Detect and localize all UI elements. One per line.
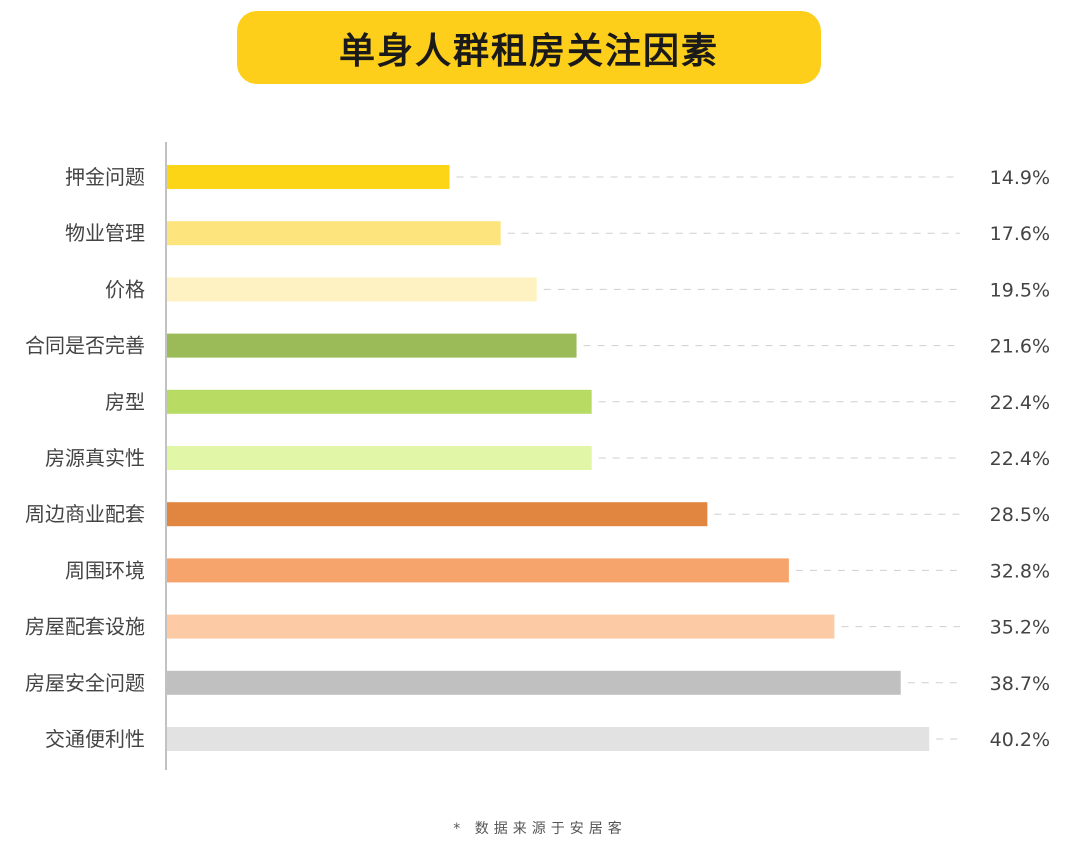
category-label: 合同是否完善 <box>25 334 145 358</box>
bar <box>167 502 708 527</box>
data-source-note: * 数据来源于安居客 <box>453 821 627 837</box>
bar <box>167 277 537 302</box>
bar <box>167 165 450 189</box>
category-label: 价格 <box>105 277 145 301</box>
value-label: 28.5% <box>990 504 1050 526</box>
category-label: 押金问题 <box>65 165 145 189</box>
category-label: 周围环境 <box>65 558 145 582</box>
value-label: 22.4% <box>990 448 1050 470</box>
value-label: 14.9% <box>990 167 1050 189</box>
value-label: 22.4% <box>990 392 1050 414</box>
value-label: 19.5% <box>990 279 1050 301</box>
category-label: 房屋配套设施 <box>25 615 145 639</box>
category-label: 周边商业配套 <box>25 502 145 526</box>
bar <box>167 221 501 246</box>
category-label: 房屋安全问题 <box>25 671 145 695</box>
category-label: 房型 <box>105 390 145 414</box>
bar <box>167 333 577 358</box>
value-label: 35.2% <box>990 617 1050 639</box>
category-label: 房源真实性 <box>45 446 145 470</box>
title-banner: 单身人群租房关注因素 <box>237 11 821 84</box>
value-label: 40.2% <box>990 729 1050 751</box>
bar <box>167 389 592 414</box>
value-label: 38.7% <box>990 673 1050 695</box>
bar <box>167 670 901 695</box>
value-label: 21.6% <box>990 336 1050 358</box>
bar <box>167 558 789 583</box>
category-label: 交通便利性 <box>45 727 145 751</box>
value-label: 32.8% <box>990 560 1050 582</box>
category-label: 物业管理 <box>65 221 145 245</box>
bar <box>167 727 930 751</box>
bar <box>167 446 592 470</box>
bar <box>167 614 835 639</box>
chart-title: 单身人群租房关注因素 <box>338 30 719 72</box>
value-label: 17.6% <box>990 223 1050 245</box>
